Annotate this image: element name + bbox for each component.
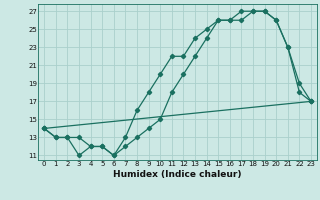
X-axis label: Humidex (Indice chaleur): Humidex (Indice chaleur): [113, 170, 242, 179]
